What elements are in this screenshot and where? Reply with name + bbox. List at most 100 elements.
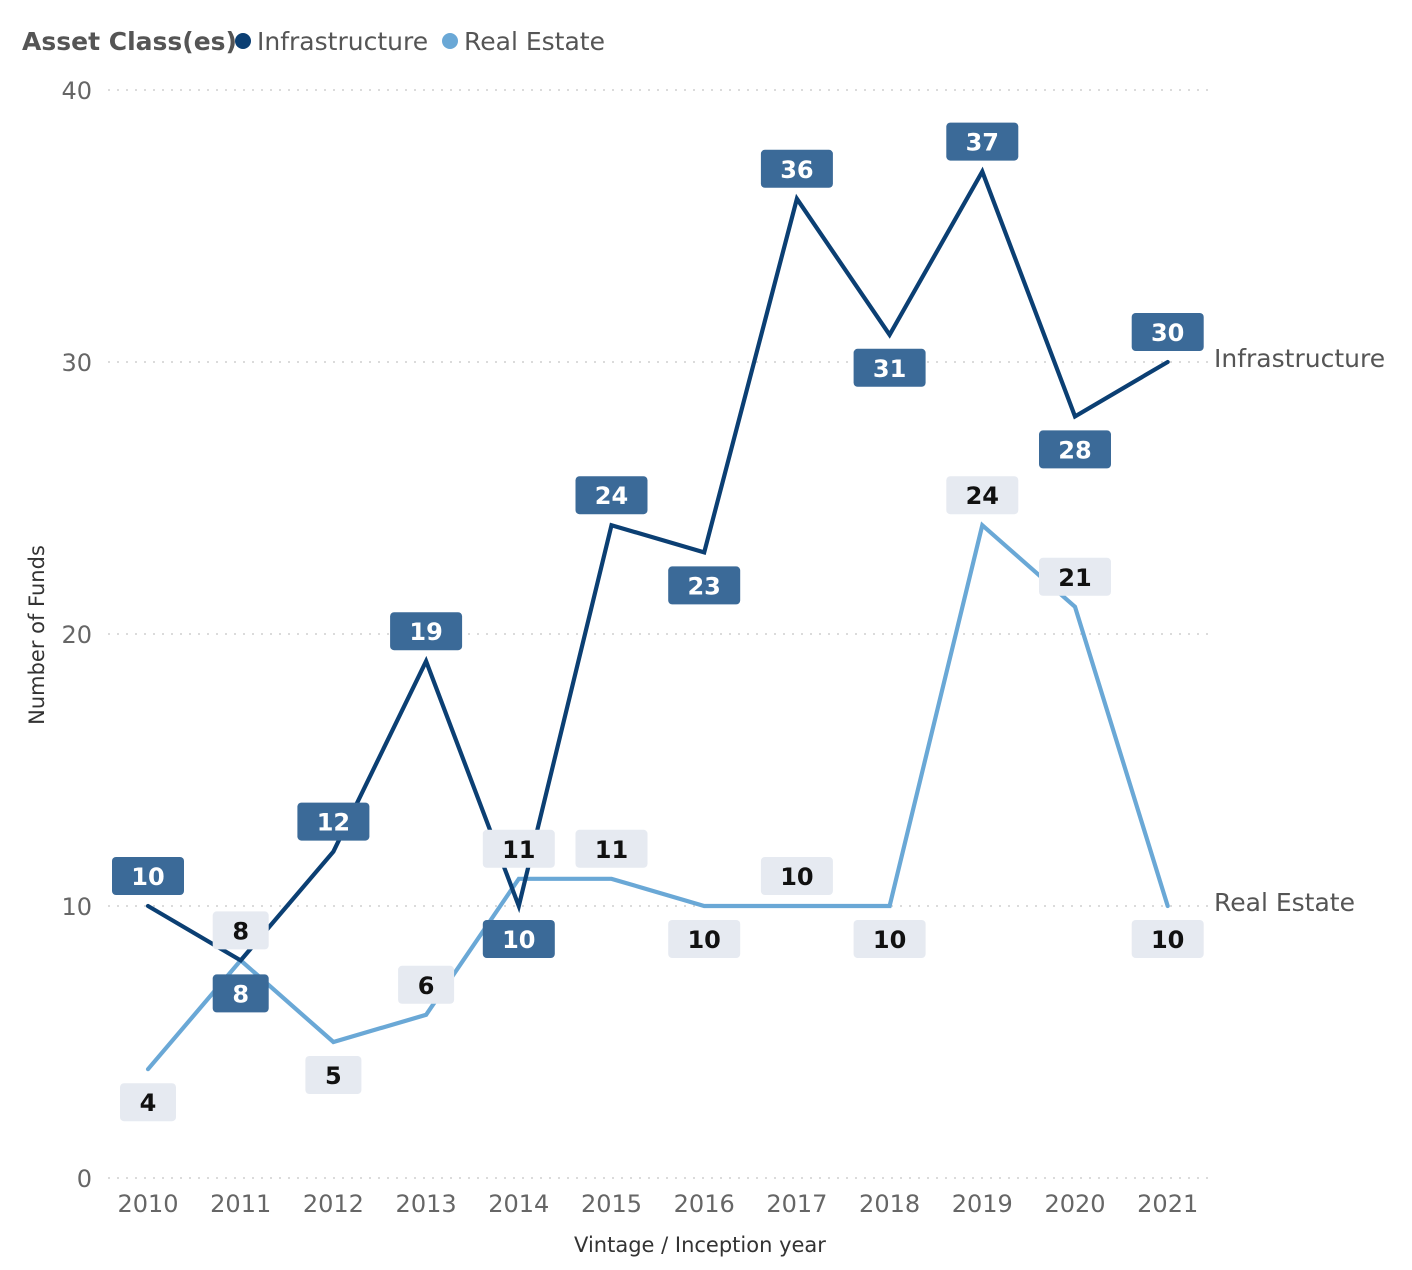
data-label-box bbox=[668, 920, 741, 958]
data-label-real-estate: 11 bbox=[482, 829, 555, 868]
data-label-infrastructure: 12 bbox=[297, 802, 370, 841]
x-tick-label: 2011 bbox=[210, 1190, 271, 1218]
end-label-real-estate: Real Estate bbox=[1214, 888, 1355, 917]
data-label-real-estate: 4 bbox=[120, 1083, 176, 1122]
data-label-infrastructure: 28 bbox=[1039, 430, 1111, 469]
data-label-text: 6 bbox=[418, 972, 435, 1000]
x-tick-label: 2012 bbox=[303, 1190, 364, 1218]
y-tick-label: 20 bbox=[61, 621, 92, 649]
data-label-infrastructure: 37 bbox=[946, 122, 1019, 161]
data-label-infrastructure: 19 bbox=[390, 612, 463, 651]
x-axis-ticks: 2010 2011 2012 2013 2014 2015 2016 2017 2018 2019… bbox=[117, 1190, 1198, 1218]
data-label-box bbox=[297, 802, 370, 841]
data-label-box bbox=[482, 829, 555, 868]
data-label-infrastructure: 10 bbox=[112, 857, 184, 895]
data-label-real-estate: 10 bbox=[1131, 920, 1204, 958]
x-tick-label: 2019 bbox=[952, 1190, 1013, 1218]
y-axis-ticks: 0 10 20 30 40 bbox=[61, 77, 92, 1193]
x-tick-label: 2015 bbox=[581, 1190, 642, 1218]
gridlines bbox=[108, 89, 1210, 1179]
data-label-box bbox=[390, 612, 463, 651]
data-label-real-estate: 10 bbox=[853, 920, 926, 958]
data-label-text: 24 bbox=[595, 482, 628, 510]
data-label-text: 10 bbox=[131, 863, 164, 891]
data-label-text: 5 bbox=[325, 1062, 342, 1090]
data-label-text: 4 bbox=[140, 1089, 157, 1117]
data-label-text: 8 bbox=[232, 980, 249, 1008]
legend-infrastructure-label[interactable]: Infrastructure bbox=[257, 27, 428, 56]
series-line-real-estate[interactable] bbox=[145, 521, 1170, 1072]
data-label-text: 12 bbox=[317, 809, 350, 837]
series-lines bbox=[145, 166, 1170, 1072]
data-label-text: 36 bbox=[780, 156, 813, 184]
data-label-text: 19 bbox=[409, 618, 442, 646]
data-label-real-estate: 6 bbox=[398, 965, 455, 1004]
legend-infrastructure-marker[interactable] bbox=[235, 33, 251, 49]
data-label-text: 10 bbox=[502, 926, 535, 954]
y-tick-label: 40 bbox=[61, 77, 92, 105]
data-labels: 4 8 5 6 11 11 10 10 10 24 21 10 10 8 12 19 10 24 23 36 31 37 2… bbox=[112, 122, 1204, 1122]
data-label-real-estate: 5 bbox=[305, 1056, 362, 1094]
data-label-real-estate: 8 bbox=[212, 911, 269, 950]
data-label-text: 10 bbox=[780, 863, 813, 891]
data-label-text: 23 bbox=[687, 572, 720, 600]
data-label-infrastructure: 36 bbox=[760, 149, 833, 188]
x-tick-label: 2014 bbox=[488, 1190, 549, 1218]
y-axis-title: Number of Funds bbox=[25, 545, 49, 725]
data-label-box bbox=[946, 476, 1019, 515]
data-label-box bbox=[853, 920, 926, 958]
y-tick-label: 10 bbox=[61, 893, 92, 921]
data-label-text: 28 bbox=[1058, 436, 1091, 464]
x-tick-label: 2016 bbox=[674, 1190, 735, 1218]
x-tick-label: 2021 bbox=[1137, 1190, 1198, 1218]
x-tick-label: 2020 bbox=[1044, 1190, 1105, 1218]
end-label-infrastructure: Infrastructure bbox=[1214, 344, 1385, 373]
data-label-box bbox=[946, 122, 1019, 161]
x-tick-label: 2010 bbox=[117, 1190, 178, 1218]
data-label-box bbox=[212, 911, 269, 950]
legend: Asset Class(es) Infrastructure Real Esta… bbox=[22, 27, 605, 56]
data-label-box bbox=[853, 348, 926, 387]
data-label-text: 10 bbox=[873, 926, 906, 954]
data-label-text: 21 bbox=[1058, 564, 1091, 592]
data-label-text: 10 bbox=[687, 926, 720, 954]
x-tick-label: 2018 bbox=[859, 1190, 920, 1218]
data-label-box bbox=[305, 1056, 362, 1094]
y-tick-label: 30 bbox=[61, 349, 92, 377]
data-label-box bbox=[112, 857, 184, 895]
data-label-real-estate: 11 bbox=[575, 829, 648, 868]
data-label-box bbox=[1131, 920, 1204, 958]
legend-title: Asset Class(es) bbox=[22, 27, 237, 56]
data-label-box bbox=[1131, 313, 1204, 351]
data-label-box bbox=[120, 1083, 176, 1122]
data-label-box bbox=[760, 149, 833, 188]
data-label-real-estate: 10 bbox=[760, 857, 833, 895]
data-label-text: 30 bbox=[1151, 319, 1184, 347]
data-label-text: 8 bbox=[232, 917, 249, 945]
data-label-real-estate: 24 bbox=[946, 476, 1019, 515]
data-label-box bbox=[212, 974, 269, 1013]
data-label-box bbox=[760, 857, 833, 895]
data-label-text: 31 bbox=[873, 355, 906, 383]
data-label-text: 24 bbox=[966, 482, 999, 510]
data-label-text: 10 bbox=[1151, 926, 1184, 954]
data-label-infrastructure: 31 bbox=[853, 348, 926, 387]
data-label-infrastructure: 30 bbox=[1131, 313, 1204, 351]
data-label-box bbox=[575, 476, 648, 515]
legend-real-estate-label[interactable]: Real Estate bbox=[464, 27, 605, 56]
data-label-text: 11 bbox=[595, 836, 628, 864]
series-line-infrastructure[interactable] bbox=[145, 166, 1170, 964]
legend-real-estate-marker[interactable] bbox=[442, 33, 458, 49]
data-label-text: 11 bbox=[502, 836, 535, 864]
data-label-infrastructure: 24 bbox=[575, 476, 648, 515]
data-label-real-estate: 10 bbox=[668, 920, 741, 958]
data-label-text: 37 bbox=[966, 129, 999, 157]
data-label-infrastructure: 23 bbox=[668, 566, 741, 605]
x-axis-title: Vintage / Inception year bbox=[574, 1233, 826, 1257]
data-label-real-estate: 21 bbox=[1039, 557, 1111, 596]
x-tick-label: 2017 bbox=[766, 1190, 827, 1218]
data-label-box bbox=[398, 965, 455, 1004]
y-tick-label: 0 bbox=[77, 1165, 92, 1193]
